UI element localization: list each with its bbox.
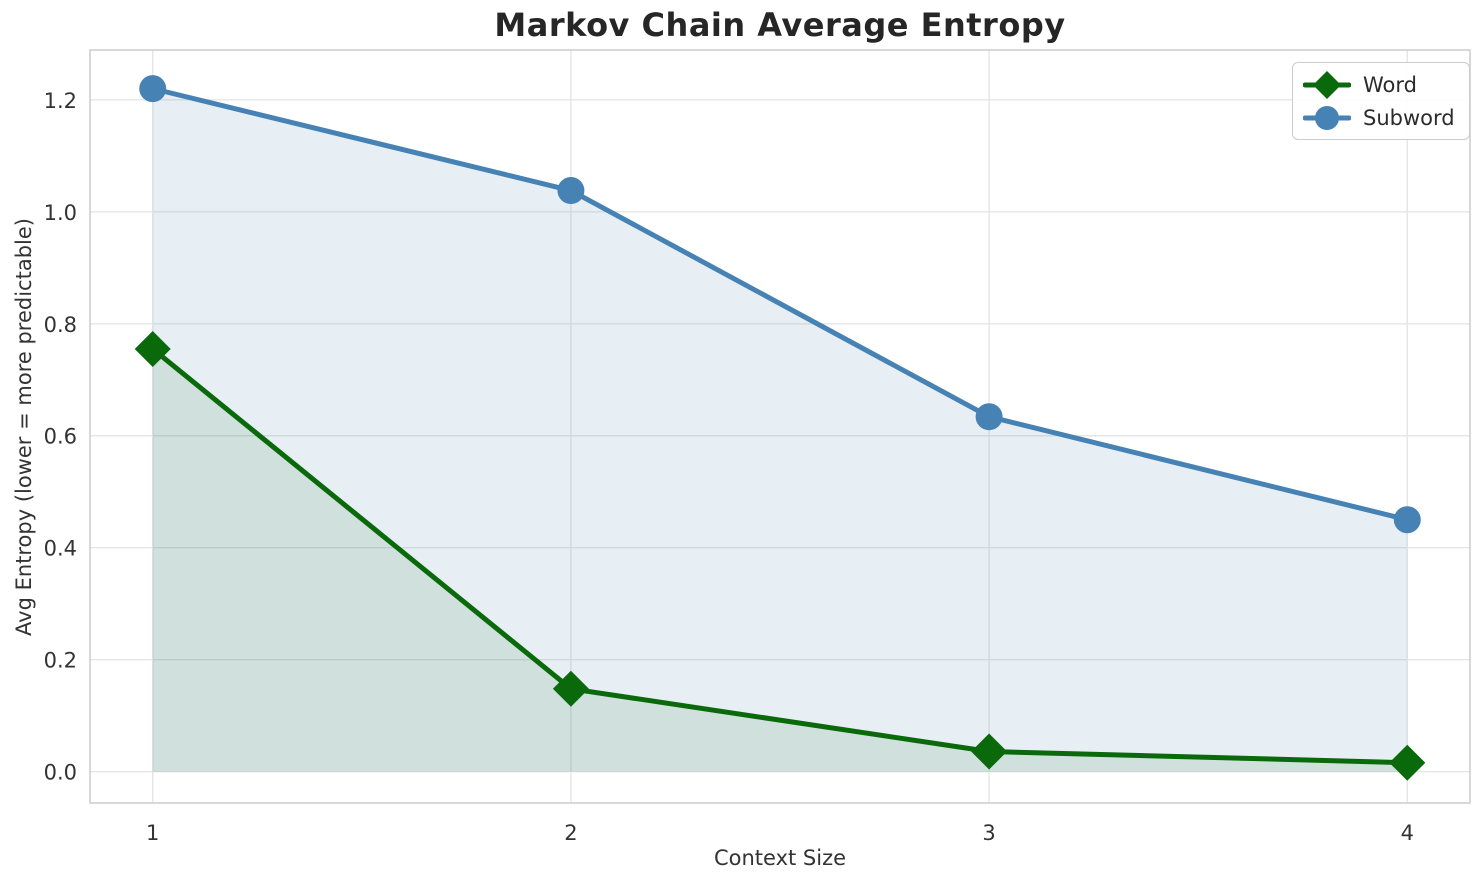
- y-tick-label: 1.0: [44, 201, 77, 225]
- x-axis-label: Context Size: [713, 846, 847, 870]
- subword-line: [150, 86, 1410, 523]
- subword-marker: [975, 403, 1003, 431]
- legend-label: Subword: [1363, 105, 1455, 130]
- subword-marker: [1393, 506, 1421, 534]
- word-area-fill: [152, 348, 1408, 772]
- y-tick-label: 0.4: [44, 537, 77, 561]
- subword-legend-marker-icon: [1303, 105, 1351, 130]
- word-marker: [1389, 744, 1426, 781]
- word-legend-marker-icon: [1303, 70, 1351, 99]
- legend-label: Word: [1363, 72, 1417, 97]
- word-marker: [552, 670, 589, 707]
- word-marker: [971, 733, 1008, 770]
- legend-item-word: Word: [1303, 68, 1455, 101]
- x-tick-label: 2: [564, 821, 577, 845]
- y-tick-label: 0.2: [44, 649, 77, 673]
- y-tick-label: 1.2: [44, 89, 77, 113]
- axes-spines: [89, 49, 1471, 804]
- chart-title: Markov Chain Average Entropy: [494, 6, 1066, 44]
- y-tick-label: 0.0: [44, 761, 77, 785]
- word-line: [150, 346, 1410, 766]
- legend: Word Subword: [1292, 62, 1470, 140]
- x-tick-label: 3: [982, 821, 995, 845]
- y-axis-label: Avg Entropy (lower = more predictable): [12, 218, 36, 636]
- subword-marker: [139, 75, 167, 103]
- y-tick-label: 0.6: [44, 425, 77, 449]
- subword-marker: [557, 177, 585, 205]
- x-tick-label: 1: [146, 821, 159, 845]
- x-tick-label: 4: [1401, 821, 1414, 845]
- y-tick-label: 0.8: [44, 313, 77, 337]
- legend-item-subword: Subword: [1303, 101, 1455, 134]
- word-marker: [134, 330, 171, 367]
